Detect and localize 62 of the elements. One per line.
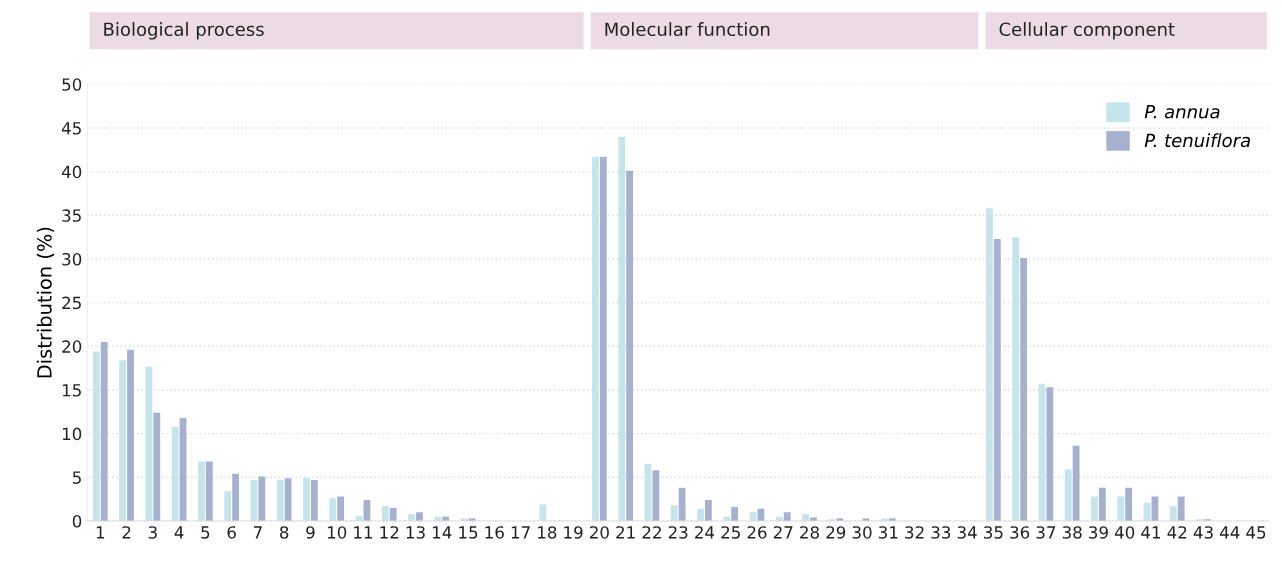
x-tick-label: 42 [1167, 526, 1187, 539]
x-tick-label: 33 [931, 526, 951, 539]
y-tick-label: 40 [61, 165, 82, 179]
y-tick-label: 0 [72, 514, 82, 528]
y-tick-label: 50 [62, 78, 82, 91]
x-tick-label: 20 [589, 526, 609, 539]
x-tick-label: 16 [485, 526, 504, 539]
legend-label: P. annua [1144, 105, 1220, 119]
x-tick-label: 25 [721, 526, 740, 539]
x-tick-label: 45 [1246, 526, 1266, 539]
x-tick-label: 17 [511, 526, 530, 539]
x-tick-label: 36 [1010, 526, 1030, 539]
y-tick-label: 15 [62, 384, 81, 397]
y-tick-label: 30 [62, 252, 82, 266]
text: Molecular function [605, 22, 770, 37]
y-tick-label: 10 [62, 427, 82, 441]
x-tick-label: 13 [406, 526, 425, 539]
x-tick-label: 12 [380, 526, 399, 539]
y-tick-label: 35 [62, 209, 81, 222]
x-tick-label: 14 [433, 526, 452, 539]
x-tick-label: 30 [852, 526, 872, 539]
x-tick-label: 8 [280, 526, 289, 539]
x-tick-label: 44 [1219, 526, 1240, 539]
x-tick-label: 23 [668, 526, 688, 539]
x-tick-label: 24 [695, 526, 715, 539]
text: Biological process [104, 22, 264, 40]
legend-label: P. tenuiflora [1144, 133, 1250, 148]
x-tick-label: 6 [227, 526, 236, 539]
x-tick-label: 15 [459, 526, 478, 539]
x-tick-label: 37 [1036, 526, 1056, 539]
x-tick-label: 27 [773, 526, 793, 539]
x-tick-label: 38 [1062, 526, 1082, 539]
x-tick-label: 1 [96, 526, 105, 539]
x-tick-label: 29 [826, 526, 846, 539]
x-tick-label: 22 [642, 526, 661, 539]
x-tick-label: 40 [1114, 526, 1135, 539]
x-tick-label: 18 [538, 526, 557, 539]
x-tick-label: 35 [984, 526, 1003, 539]
x-tick-label: 11 [354, 526, 373, 539]
x-tick-label: 39 [1089, 526, 1108, 539]
x-tick-label: 3 [148, 526, 157, 539]
x-tick-label: 43 [1193, 526, 1213, 539]
y-tick-label: 45 [61, 122, 81, 135]
x-tick-label: 2 [122, 526, 131, 539]
x-tick-label: 32 [905, 526, 924, 539]
x-tick-label: 41 [1141, 526, 1161, 539]
text: Cellular component [999, 22, 1175, 40]
x-tick-label: 28 [800, 526, 819, 539]
x-tick-label: 7 [253, 526, 262, 539]
x-tick-label: 5 [201, 526, 210, 539]
x-tick-label: 34 [957, 526, 977, 539]
x-tick-label: 31 [878, 526, 898, 539]
y-tick-label: 5 [73, 471, 81, 484]
x-tick-label: 21 [616, 526, 635, 539]
x-tick-label: 9 [306, 526, 315, 539]
x-tick-label: 4 [174, 526, 184, 539]
x-tick-label: 26 [747, 526, 767, 539]
y-tick-label: 25 [62, 296, 81, 310]
x-tick-label: 10 [327, 526, 347, 539]
y-axis-title: Distribution (%) [36, 227, 55, 378]
y-tick-label: 20 [62, 340, 82, 353]
x-tick-label: 19 [564, 526, 583, 539]
